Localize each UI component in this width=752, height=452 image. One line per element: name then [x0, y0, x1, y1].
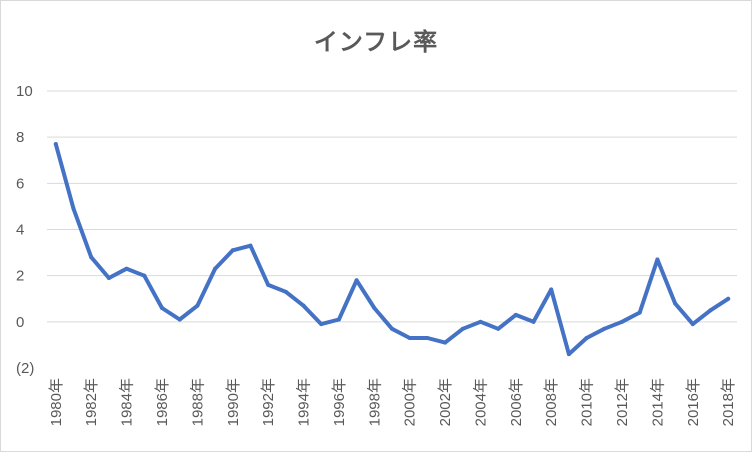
- data-point: [248, 243, 253, 248]
- x-tick-label: 1980年: [48, 378, 65, 426]
- data-point: [602, 326, 607, 331]
- data-point: [390, 326, 394, 331]
- data-point: [106, 275, 111, 280]
- x-axis-tick-labels: 1980年 1982年 1984年 1986年 1988年 1990年 1992年 1994年…: [48, 378, 737, 426]
- data-point: [53, 142, 58, 147]
- x-tick-label: 2004年: [472, 378, 489, 426]
- data-point: [230, 248, 235, 253]
- x-tick-label: 1988年: [189, 378, 206, 426]
- data-point: [549, 287, 554, 292]
- y-tick-label: 4: [16, 222, 24, 239]
- data-point: [690, 322, 695, 327]
- data-point: [566, 352, 571, 357]
- x-tick-label: 1984年: [119, 378, 136, 426]
- x-tick-label: 1996年: [331, 378, 348, 426]
- x-tick-label: 1990年: [225, 378, 242, 426]
- x-tick-label: 2002年: [437, 378, 454, 426]
- y-tick-label: 10: [16, 83, 33, 100]
- data-point: [708, 308, 713, 313]
- data-point: [637, 310, 642, 315]
- data-point: [266, 282, 271, 287]
- data-point: [513, 312, 518, 317]
- x-tick-label: 1994年: [296, 378, 313, 426]
- x-tick-label: 1986年: [154, 378, 171, 426]
- data-point: [620, 319, 624, 324]
- data-point: [655, 257, 660, 262]
- x-tick-label: 1992年: [260, 378, 277, 426]
- x-tick-label: 2014年: [649, 378, 666, 426]
- x-tick-label: 1982年: [83, 378, 100, 426]
- data-point: [496, 326, 501, 331]
- data-point: [372, 305, 377, 310]
- data-point: [336, 317, 341, 322]
- data-point: [195, 303, 200, 308]
- data-point: [584, 335, 589, 340]
- data-point: [354, 278, 359, 283]
- x-tick-label: 2010年: [579, 378, 596, 426]
- data-point: [89, 255, 94, 260]
- data-point: [160, 305, 164, 310]
- data-point: [443, 340, 448, 345]
- data-point: [213, 266, 218, 271]
- series-line: [53, 142, 731, 357]
- data-point: [71, 206, 76, 211]
- y-tick-label: 8: [16, 129, 24, 146]
- data-point: [177, 317, 182, 322]
- x-tick-label: 2012年: [614, 378, 631, 426]
- data-point: [531, 319, 536, 324]
- series-line-group: [53, 142, 731, 357]
- x-tick-label: 2018年: [720, 378, 737, 426]
- data-point: [142, 273, 147, 278]
- y-tick-label: 2: [16, 268, 24, 285]
- data-point: [301, 303, 306, 308]
- data-point: [460, 326, 465, 331]
- y-tick-label: (2): [16, 360, 34, 377]
- data-point: [478, 319, 483, 324]
- data-point: [425, 335, 430, 340]
- data-point: [283, 289, 288, 294]
- x-tick-label: 2008年: [543, 378, 560, 426]
- data-point: [673, 301, 678, 306]
- data-point: [407, 335, 412, 340]
- chart-title: インフレ率: [313, 28, 439, 56]
- x-tick-label: 2006年: [508, 378, 525, 426]
- y-tick-label: 6: [16, 175, 24, 192]
- x-tick-label: 2000年: [402, 378, 419, 426]
- y-tick-label: 0: [16, 314, 24, 331]
- data-point: [726, 296, 731, 301]
- x-tick-label: 1998年: [366, 378, 383, 426]
- data-point: [124, 266, 129, 271]
- x-tick-label: 2016年: [685, 378, 702, 426]
- data-point: [319, 322, 324, 327]
- y-axis-tick-labels: 10 8 6 4 2 0 (2): [16, 83, 34, 377]
